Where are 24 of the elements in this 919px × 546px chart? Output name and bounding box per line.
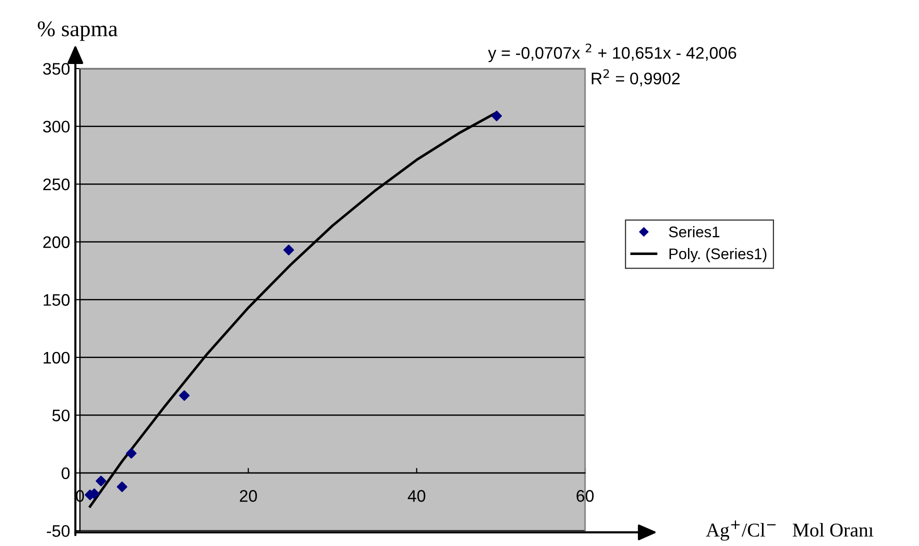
- point: [126, 448, 137, 459]
- legend-label: Series1: [668, 226, 720, 238]
- x-tick-label: 40: [408, 490, 426, 502]
- y-tick-label: 0: [62, 467, 70, 480]
- text: R$^{2}$ = 0,9902: [592, 69, 680, 86]
- text: Ag$^{+}$/Cl$^{−}$ Mol Oranı: [706, 520, 874, 541]
- y-tick-label: 150: [44, 294, 70, 306]
- point: [283, 244, 294, 256]
- text: y = -0,0707x $^{2}$ + 10,651x - 42,006: [488, 44, 736, 62]
- y-tick-label: 250: [43, 178, 70, 190]
- y-tick-label: 300: [43, 120, 70, 133]
- point: [96, 476, 106, 486]
- y-tick-label: 350: [43, 62, 70, 75]
- point: [179, 390, 190, 401]
- y-tick-label: 200: [43, 236, 70, 248]
- legend-label: Poly. (Series1): [670, 248, 766, 262]
- y-tick-label: 100: [44, 352, 70, 364]
- y-axis-title: % sapma: [38, 21, 118, 41]
- point: [116, 482, 128, 492]
- x-tick-label: 20: [240, 490, 257, 502]
- x-tick-label: 60: [576, 490, 594, 502]
- y-tick-label: 50: [52, 410, 70, 422]
- y-tick-label: -50: [46, 525, 70, 537]
- point: [491, 110, 502, 122]
